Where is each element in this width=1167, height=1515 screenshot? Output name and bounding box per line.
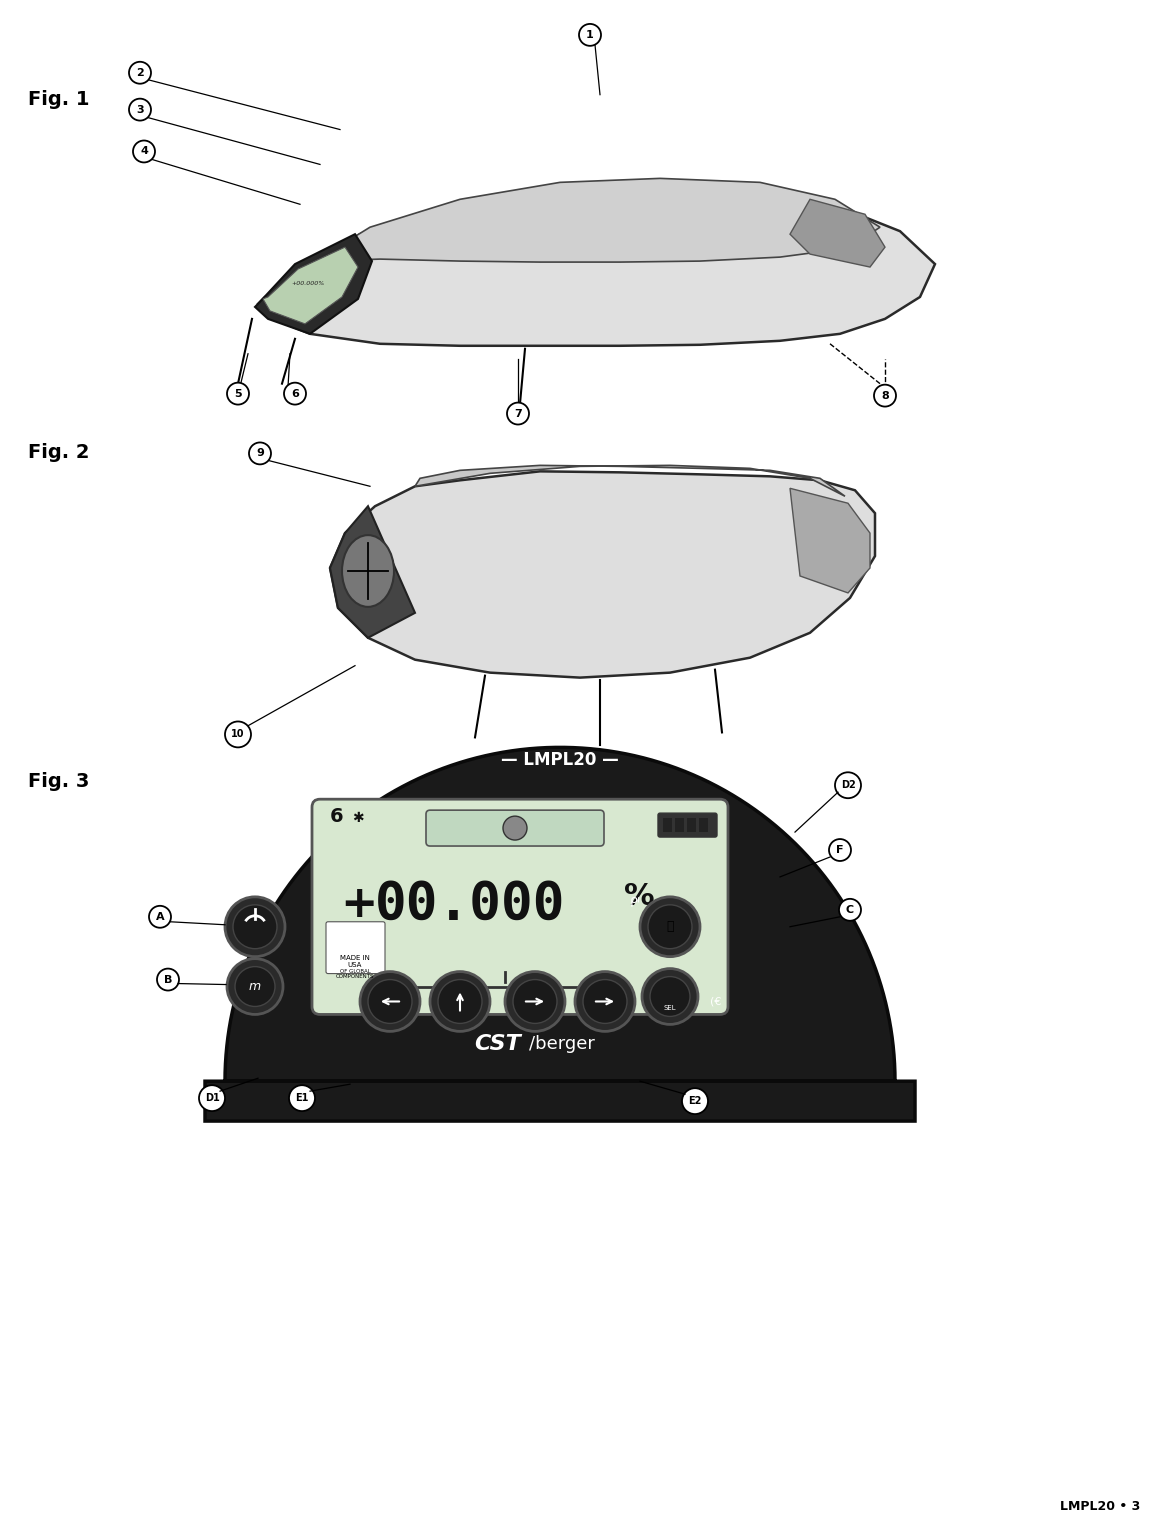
Text: LMPL20 • 3: LMPL20 • 3 <box>1060 1500 1140 1513</box>
Text: E1: E1 <box>295 1094 309 1103</box>
Circle shape <box>235 967 275 1006</box>
Circle shape <box>682 1088 708 1114</box>
Circle shape <box>130 98 151 121</box>
Circle shape <box>225 721 251 747</box>
Circle shape <box>233 904 277 948</box>
Circle shape <box>829 839 851 861</box>
Ellipse shape <box>342 535 394 608</box>
Circle shape <box>133 141 155 162</box>
Circle shape <box>228 959 284 1015</box>
Polygon shape <box>308 179 880 262</box>
Text: 8: 8 <box>881 391 889 400</box>
Circle shape <box>513 980 557 1024</box>
Circle shape <box>836 773 861 798</box>
Text: +: + <box>340 883 377 926</box>
Polygon shape <box>330 506 415 638</box>
Polygon shape <box>258 188 935 345</box>
Circle shape <box>429 971 490 1032</box>
Polygon shape <box>205 747 915 1121</box>
Text: B: B <box>163 974 173 985</box>
Text: D2: D2 <box>840 780 855 791</box>
Circle shape <box>575 971 635 1032</box>
Bar <box>663 818 672 832</box>
Circle shape <box>839 898 861 921</box>
Circle shape <box>438 980 482 1024</box>
Text: 1: 1 <box>586 30 594 39</box>
Text: ⌂: ⌂ <box>392 988 403 1006</box>
Circle shape <box>284 383 306 405</box>
Circle shape <box>359 971 420 1032</box>
Polygon shape <box>330 471 875 677</box>
Text: 3: 3 <box>137 105 144 115</box>
Text: 10: 10 <box>231 729 245 739</box>
Text: 00.000: 00.000 <box>375 879 566 930</box>
Text: C: C <box>846 904 854 915</box>
Text: CST: CST <box>475 1035 522 1054</box>
FancyBboxPatch shape <box>326 921 385 974</box>
Circle shape <box>289 1085 315 1110</box>
Polygon shape <box>256 235 372 333</box>
Circle shape <box>200 1085 225 1110</box>
Circle shape <box>130 62 151 83</box>
Circle shape <box>149 906 172 927</box>
Text: A: A <box>155 912 165 921</box>
Circle shape <box>874 385 896 406</box>
Text: ⁞⁞⁞⁞: ⁞⁞⁞⁞ <box>684 756 696 765</box>
FancyBboxPatch shape <box>426 811 605 845</box>
Text: D1: D1 <box>204 1094 219 1103</box>
Circle shape <box>368 980 412 1024</box>
Bar <box>687 818 696 832</box>
Text: Fig. 1: Fig. 1 <box>28 89 90 109</box>
Polygon shape <box>790 488 871 592</box>
Circle shape <box>584 980 627 1024</box>
Text: 2: 2 <box>137 68 144 77</box>
Circle shape <box>640 897 700 956</box>
Circle shape <box>648 904 692 948</box>
Text: OF GLOBAL
COMPONENTS: OF GLOBAL COMPONENTS <box>336 968 375 979</box>
Circle shape <box>228 383 249 405</box>
Polygon shape <box>263 247 358 324</box>
Text: (€: (€ <box>710 997 721 1006</box>
Text: 4: 4 <box>140 147 148 156</box>
Circle shape <box>505 971 565 1032</box>
Text: 6: 6 <box>291 389 299 398</box>
Circle shape <box>579 24 601 45</box>
Circle shape <box>225 897 285 956</box>
Text: MADE IN
USA: MADE IN USA <box>340 954 370 968</box>
FancyBboxPatch shape <box>312 800 728 1015</box>
Text: Fig. 3: Fig. 3 <box>28 773 90 791</box>
Text: 7: 7 <box>515 409 522 418</box>
Text: %: % <box>624 882 655 912</box>
Text: E2: E2 <box>689 1097 701 1106</box>
Text: +00.000%: +00.000% <box>292 280 324 285</box>
FancyBboxPatch shape <box>658 814 717 838</box>
Text: Fig. 2: Fig. 2 <box>28 444 90 462</box>
Text: — LMPL20 —: — LMPL20 — <box>501 751 619 770</box>
Bar <box>699 818 708 832</box>
Text: SEL: SEL <box>664 1006 677 1012</box>
Circle shape <box>249 442 271 465</box>
Circle shape <box>158 968 179 991</box>
Text: 5: 5 <box>235 389 242 398</box>
Text: 6: 6 <box>330 807 343 826</box>
Circle shape <box>506 403 529 424</box>
Text: 9: 9 <box>256 448 264 459</box>
Bar <box>675 818 684 832</box>
Polygon shape <box>790 200 885 267</box>
Circle shape <box>650 977 690 1017</box>
Text: /berger: /berger <box>529 1035 595 1053</box>
Text: ⁞⁞⁞⁞: ⁞⁞⁞⁞ <box>424 756 436 765</box>
Text: ✱: ✱ <box>352 811 364 826</box>
Text: ᒆ: ᒆ <box>630 897 640 911</box>
Polygon shape <box>415 465 845 497</box>
Circle shape <box>642 968 698 1024</box>
Text: m: m <box>249 980 261 992</box>
Text: 🔒: 🔒 <box>666 920 673 933</box>
Text: F: F <box>837 845 844 854</box>
Circle shape <box>503 817 527 839</box>
